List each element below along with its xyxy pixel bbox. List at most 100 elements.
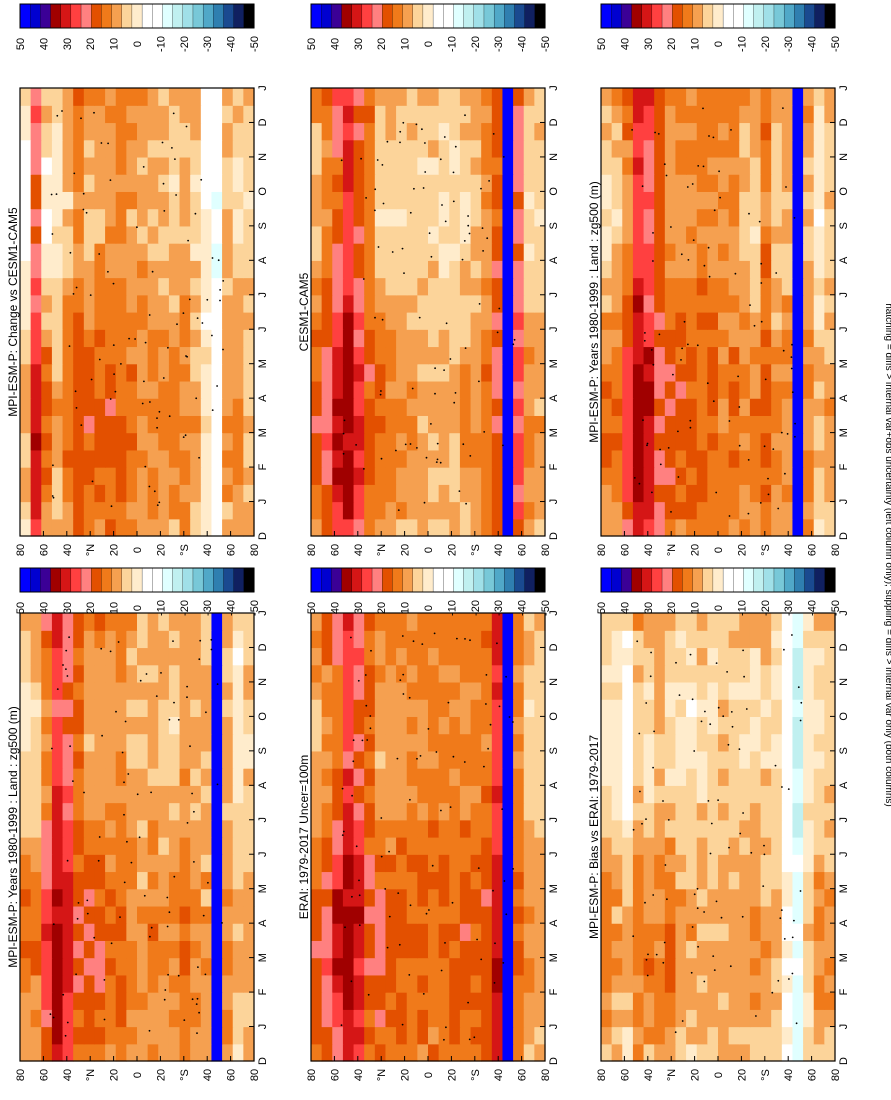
- heatmap-cell: [611, 733, 623, 752]
- colorbar-swatch: [412, 567, 424, 593]
- month-tick-label: D: [838, 118, 850, 126]
- heatmap-cell: [792, 225, 804, 244]
- heatmap-cell: [601, 398, 613, 416]
- heatmap-cell: [179, 1009, 191, 1028]
- heatmap-cell: [364, 363, 376, 382]
- month-tick-label: A: [838, 919, 850, 927]
- heatmap-cell: [813, 398, 825, 416]
- colorbar-swatch: [243, 3, 255, 29]
- heatmap-cell: [601, 501, 613, 520]
- heatmap-cell: [534, 664, 546, 683]
- heatmap-cell: [601, 681, 613, 700]
- heatmap-cell: [62, 329, 74, 348]
- heatmap-cell: [374, 432, 387, 451]
- heatmap-cell: [643, 174, 655, 192]
- heatmap-cell: [30, 122, 42, 141]
- heatmap-cell: [311, 1026, 323, 1045]
- heatmap-cell: [243, 277, 255, 296]
- heatmap-cell: [707, 398, 719, 416]
- colorbar-swatch: [682, 567, 694, 593]
- heatmap-cell: [211, 105, 223, 124]
- heatmap-cell: [222, 156, 234, 175]
- colorbar-swatch: [80, 3, 92, 29]
- heatmap-cell: [664, 260, 677, 279]
- heatmap-cell: [502, 346, 514, 365]
- heatmap-cell: [374, 647, 387, 666]
- heatmap-cell: [534, 802, 546, 821]
- heatmap-cell: [611, 122, 623, 141]
- stipple-dot: [148, 314, 151, 316]
- heatmap-cell: [137, 363, 149, 382]
- heatmap-cell: [396, 139, 408, 158]
- heatmap-cell: [396, 346, 408, 365]
- heatmap-cell: [311, 630, 323, 649]
- stipple-dot: [66, 1021, 69, 1024]
- month-tick-label: M: [838, 428, 850, 437]
- heatmap-cell: [611, 1009, 623, 1028]
- month-tick-label: A: [548, 919, 560, 927]
- heatmap-cell: [675, 940, 687, 959]
- heatmap-cell: [824, 802, 836, 821]
- heatmap-cell: [20, 871, 32, 890]
- heatmap-cell: [654, 854, 666, 873]
- heatmap-cell: [438, 484, 450, 503]
- stipple-dot: [505, 913, 508, 916]
- heatmap-cell: [771, 139, 783, 158]
- heatmap-cell: [470, 518, 482, 537]
- heatmap-cell: [385, 484, 397, 503]
- heatmap-cell: [792, 923, 804, 941]
- heatmap-cell: [190, 122, 202, 141]
- heatmap-cell: [168, 380, 181, 399]
- heatmap-cell: [406, 346, 418, 365]
- heatmap-cell: [222, 957, 234, 976]
- heatmap-cell: [696, 992, 708, 1010]
- heatmap-cell: [51, 191, 64, 210]
- heatmap-cell: [179, 974, 191, 993]
- heatmap-cell: [353, 449, 365, 468]
- stipple-dot: [68, 636, 70, 639]
- heatmap-cell: [396, 905, 408, 924]
- heatmap-cell: [311, 785, 323, 804]
- heatmap-cell: [396, 992, 408, 1010]
- heatmap-cell: [459, 613, 472, 631]
- heatmap-cell: [771, 716, 783, 735]
- heatmap-cell: [168, 1009, 181, 1028]
- heatmap-cell: [396, 467, 408, 485]
- heatmap-cell: [168, 467, 181, 485]
- stipple-dot: [730, 129, 732, 131]
- colorbar-tick-label: 50: [596, 38, 608, 50]
- heatmap-cell: [654, 905, 666, 924]
- stipple-dot: [136, 226, 138, 229]
- heatmap-cell: [168, 312, 181, 330]
- heatmap-cell: [94, 957, 106, 976]
- heatmap-cell: [502, 277, 514, 296]
- heatmap-cell: [385, 854, 397, 873]
- heatmap-cell: [824, 716, 836, 735]
- heatmap-cell: [374, 974, 387, 993]
- heatmap-cell: [449, 664, 461, 683]
- heatmap-cell: [332, 156, 344, 175]
- heatmap-cell: [632, 88, 645, 106]
- heatmap-cell: [385, 346, 397, 365]
- heatmap-cell: [62, 208, 74, 227]
- heatmap-cell: [686, 363, 698, 382]
- heatmap-cell: [654, 1026, 666, 1045]
- heatmap-cell: [675, 664, 687, 683]
- heatmap-cell: [243, 312, 255, 330]
- heatmap-cell: [20, 208, 32, 227]
- heatmap-cell: [105, 294, 117, 313]
- lat-tick-label: 40: [493, 544, 505, 556]
- heatmap-cell: [601, 1009, 613, 1028]
- heatmap-cell: [513, 363, 525, 382]
- heatmap-cell: [158, 647, 170, 666]
- heatmap-cell: [481, 716, 493, 735]
- heatmap-cell: [190, 156, 202, 175]
- heatmap-cell: [749, 647, 762, 666]
- heatmap-cell: [643, 854, 655, 873]
- heatmap-cell: [168, 1043, 181, 1062]
- heatmap-cell: [211, 750, 223, 769]
- heatmap-cell: [664, 871, 677, 890]
- stipple-dot: [342, 830, 345, 833]
- heatmap-cell: [243, 871, 255, 890]
- heatmap-cell: [749, 432, 762, 451]
